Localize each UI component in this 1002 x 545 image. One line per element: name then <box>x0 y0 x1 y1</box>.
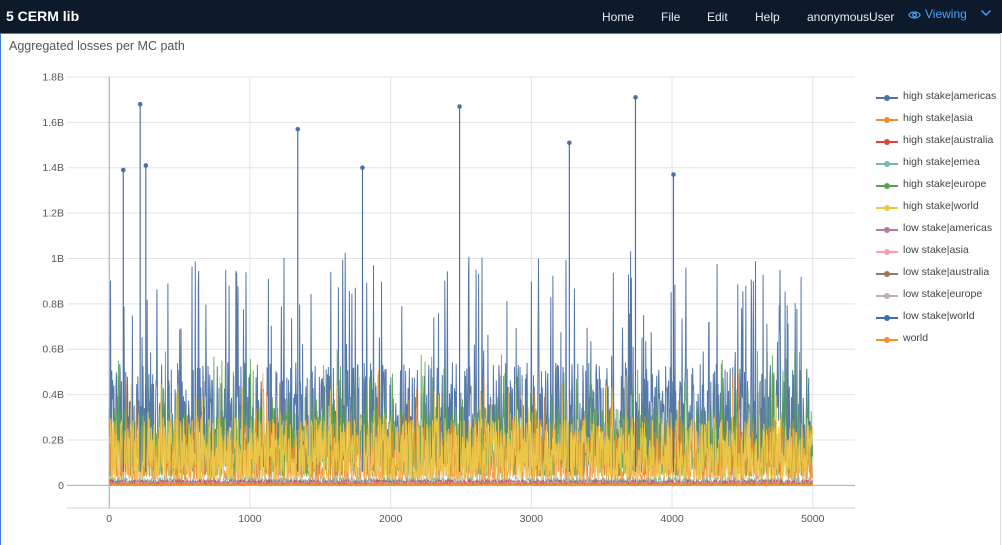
series-0-peak-point-2 <box>143 163 149 168</box>
eye-icon <box>908 11 921 19</box>
legend-swatch <box>876 138 898 146</box>
top-navigation-bar: 5 CERM lib Home File Edit Help anonymous… <box>0 0 1002 33</box>
y-tick-label: 0.2B <box>42 434 64 446</box>
chevron-down-icon[interactable] <box>980 8 992 18</box>
series-0-peak-point-6 <box>567 140 572 146</box>
legend-label: high stake|europe <box>903 178 987 190</box>
x-axis-tick-labels: 0 1000 2000 3000 4000 5000 <box>106 513 824 525</box>
legend-label: high stake|asia <box>903 112 973 124</box>
y-tick-label: 0.4B <box>42 389 64 401</box>
x-tick-label: 5000 <box>801 513 825 525</box>
legend-swatch <box>876 226 898 234</box>
y-tick-label: 1B <box>51 253 64 265</box>
nav-user[interactable]: anonymousUser <box>807 10 895 24</box>
series-0-peak-point-4 <box>360 165 365 171</box>
legend-label: low stake|asia <box>903 244 969 256</box>
y-axis-tick-labels: 0 0.2B 0.4B 0.6B 0.8B 1B 1.2B 1.4B 1.6B 1.8B <box>42 72 64 492</box>
legend-label: low stake|australia <box>903 266 990 278</box>
legend-label: low stake|europe <box>903 288 983 300</box>
series-0-peak-point-7 <box>633 95 638 100</box>
legend-swatch <box>876 314 898 322</box>
legend-swatch <box>876 116 898 124</box>
y-tick-label: 1.6B <box>42 117 64 129</box>
legend-swatch <box>876 248 898 256</box>
series-0-peak-point-1 <box>137 101 143 107</box>
nav-home[interactable]: Home <box>602 10 635 24</box>
viewing-mode-button[interactable]: Viewing <box>908 7 967 21</box>
legend-swatch <box>876 270 898 278</box>
x-tick-label: 0 <box>106 513 112 525</box>
legend-label: high stake|world <box>903 200 979 212</box>
x-tick-label: 1000 <box>238 513 262 525</box>
series-line-11 <box>108 482 813 488</box>
viewing-label: Viewing <box>925 7 967 21</box>
legend-label: high stake|australia <box>903 134 994 146</box>
y-tick-label: 1.2B <box>42 208 64 220</box>
legend-label: high stake|emea <box>903 156 980 168</box>
x-tick-label: 4000 <box>660 513 684 525</box>
legend-swatch <box>876 94 898 102</box>
series-0-peak-point-3 <box>295 126 301 132</box>
legend-swatch <box>876 160 898 168</box>
series-0-peak-point-0 <box>120 167 126 173</box>
legend-label: high stake|americas <box>903 90 997 102</box>
legend-swatch <box>876 182 898 190</box>
y-tick-label: 0.8B <box>42 298 64 310</box>
series-0-peak-point-8 <box>671 172 676 177</box>
legend-swatch <box>876 292 898 300</box>
y-tick-label: 0 <box>58 480 64 492</box>
legend-label: world <box>903 332 929 344</box>
chart-series <box>108 95 813 488</box>
legend-swatch <box>876 204 898 212</box>
series-line-5 <box>108 375 813 483</box>
legend-swatch <box>876 336 898 344</box>
legend-label: low stake|americas <box>903 222 993 234</box>
nav-file[interactable]: File <box>661 10 681 24</box>
x-tick-label: 3000 <box>520 513 544 525</box>
nav-help[interactable]: Help <box>755 10 780 24</box>
y-tick-label: 0.6B <box>42 344 64 356</box>
y-tick-label: 1.4B <box>42 162 64 174</box>
panel-title: Aggregated losses per MC path <box>9 39 185 53</box>
legend-label: low stake|world <box>903 310 975 322</box>
app-title[interactable]: 5 CERM lib <box>6 8 80 24</box>
x-tick-label: 2000 <box>379 513 403 525</box>
series-0-peak-point-5 <box>457 104 462 109</box>
nav-edit[interactable]: Edit <box>707 10 728 24</box>
y-tick-label: 1.8B <box>42 72 64 84</box>
chart-axes <box>67 77 855 509</box>
chart-panel <box>0 33 1001 545</box>
